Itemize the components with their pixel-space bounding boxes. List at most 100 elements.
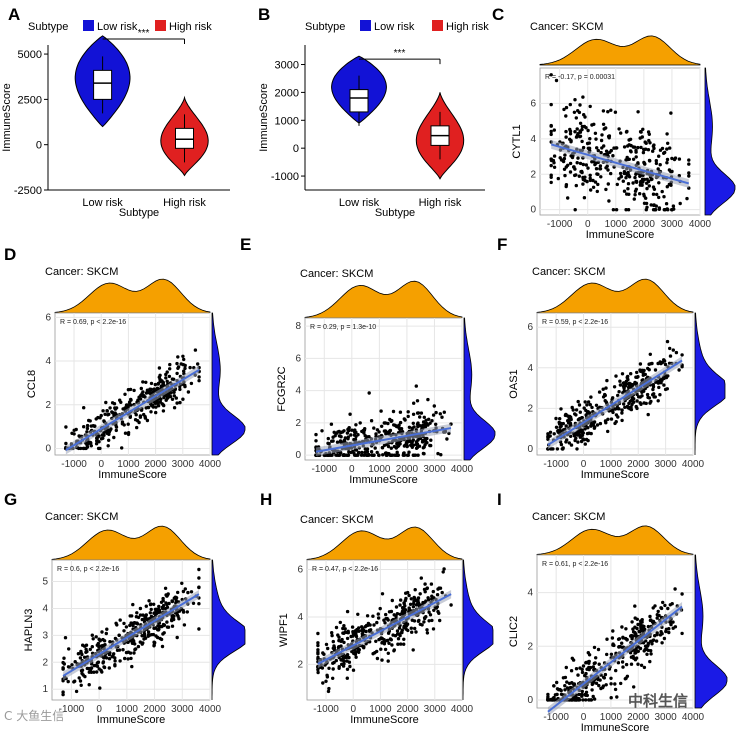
data-point bbox=[114, 425, 119, 429]
x-tick-label: 2000 bbox=[143, 704, 166, 715]
data-point bbox=[314, 439, 318, 443]
data-point bbox=[170, 599, 175, 604]
data-point bbox=[687, 174, 691, 178]
data-point bbox=[588, 137, 592, 141]
data-point bbox=[81, 643, 85, 647]
x-axis-label: Subtype bbox=[375, 207, 415, 219]
data-point bbox=[657, 181, 661, 185]
data-point bbox=[601, 109, 606, 113]
data-point bbox=[422, 452, 426, 456]
data-point bbox=[602, 676, 606, 680]
data-point bbox=[156, 624, 160, 628]
data-point bbox=[559, 688, 563, 693]
data-point bbox=[626, 182, 631, 186]
data-point bbox=[555, 680, 559, 685]
y-tick-label: 2 bbox=[295, 418, 301, 429]
data-point bbox=[641, 150, 646, 155]
data-point bbox=[657, 385, 661, 390]
x-tick-label: 0 bbox=[581, 712, 587, 723]
data-point bbox=[614, 668, 618, 673]
data-point bbox=[582, 196, 587, 200]
data-point bbox=[572, 110, 577, 115]
data-point bbox=[398, 420, 403, 425]
data-point bbox=[678, 201, 682, 206]
data-point bbox=[594, 681, 599, 685]
data-point bbox=[645, 392, 650, 397]
data-point bbox=[132, 388, 136, 393]
data-point bbox=[599, 175, 603, 179]
data-point bbox=[113, 636, 118, 641]
data-point bbox=[582, 406, 586, 410]
data-point bbox=[136, 644, 141, 649]
x-tick-label: 3000 bbox=[423, 464, 446, 475]
data-point bbox=[408, 602, 413, 606]
data-point bbox=[594, 656, 598, 660]
data-point bbox=[658, 633, 663, 637]
data-point bbox=[583, 692, 587, 697]
data-point bbox=[325, 673, 329, 677]
data-point bbox=[365, 447, 370, 451]
data-point bbox=[383, 647, 388, 652]
data-point bbox=[78, 679, 83, 683]
data-point bbox=[324, 642, 329, 647]
data-point bbox=[135, 621, 139, 625]
data-point bbox=[102, 419, 106, 423]
data-point bbox=[651, 208, 656, 212]
y-tick-label: 2 bbox=[42, 657, 48, 668]
data-point bbox=[90, 645, 95, 649]
data-point bbox=[403, 598, 407, 603]
y-axis-label: CYTL1 bbox=[511, 124, 523, 158]
data-point bbox=[588, 178, 593, 183]
data-point bbox=[591, 178, 595, 183]
data-point bbox=[632, 656, 636, 660]
correlation-annotation: R = 0.61, p < 2.2e-16 bbox=[542, 561, 608, 568]
data-point bbox=[665, 147, 669, 151]
y-tick-label: 4 bbox=[42, 603, 48, 614]
data-point bbox=[399, 598, 403, 602]
data-point bbox=[165, 620, 169, 624]
x-tick-label: -1000 bbox=[543, 712, 569, 723]
data-point bbox=[331, 676, 335, 680]
data-point bbox=[420, 623, 424, 627]
data-point bbox=[391, 409, 396, 414]
data-point bbox=[159, 637, 164, 642]
data-point bbox=[396, 642, 400, 646]
data-point bbox=[112, 435, 116, 440]
data-point bbox=[141, 380, 145, 384]
data-point bbox=[397, 626, 402, 630]
data-point bbox=[604, 166, 608, 170]
data-point bbox=[122, 621, 126, 626]
data-point bbox=[658, 393, 662, 397]
data-point bbox=[650, 642, 654, 646]
x-tick-label: 0 bbox=[581, 459, 587, 470]
data-point bbox=[108, 406, 112, 410]
data-point bbox=[72, 428, 76, 432]
data-point bbox=[67, 647, 71, 651]
data-point bbox=[149, 602, 153, 606]
data-point bbox=[622, 189, 627, 193]
data-point bbox=[649, 649, 653, 653]
data-point bbox=[613, 682, 617, 686]
x-tick-label: 2000 bbox=[396, 464, 419, 475]
data-point bbox=[113, 659, 117, 663]
data-point bbox=[621, 635, 625, 639]
data-point bbox=[597, 390, 602, 394]
chart-title: Cancer: SKCM bbox=[300, 268, 373, 280]
data-point bbox=[110, 401, 115, 405]
data-point bbox=[580, 127, 584, 132]
correlation-annotation: R = 0.6, p < 2.2e-16 bbox=[57, 566, 119, 573]
data-point bbox=[622, 145, 627, 149]
data-point bbox=[427, 610, 431, 614]
data-point bbox=[360, 450, 364, 455]
box bbox=[175, 127, 194, 149]
data-point bbox=[605, 652, 609, 657]
data-point bbox=[588, 104, 592, 109]
data-point bbox=[117, 633, 121, 637]
data-point bbox=[605, 637, 609, 641]
data-point bbox=[183, 587, 187, 591]
data-point bbox=[139, 393, 143, 398]
data-point bbox=[599, 150, 603, 155]
data-point bbox=[347, 655, 351, 660]
y-tick-label: 0 bbox=[527, 695, 533, 706]
data-point bbox=[568, 132, 573, 136]
